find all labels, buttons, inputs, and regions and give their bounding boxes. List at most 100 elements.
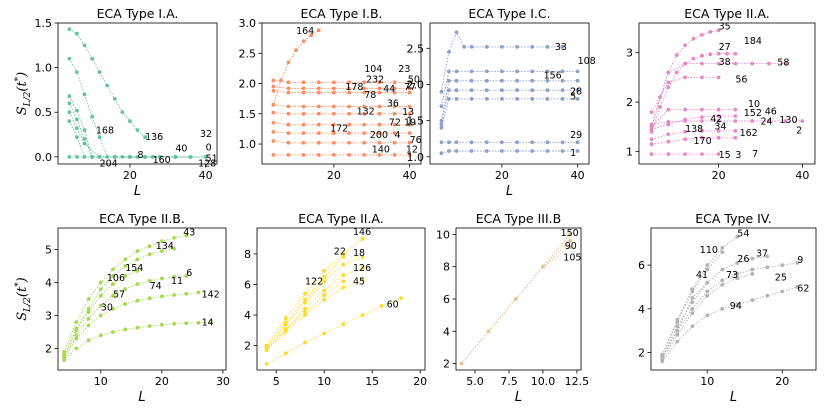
data-point	[454, 78, 459, 83]
x-tick-label: 40	[199, 169, 213, 182]
data-point	[454, 30, 459, 35]
data-point	[735, 272, 740, 276]
data-point	[301, 86, 306, 91]
series-line	[68, 103, 191, 158]
data-point	[111, 293, 115, 298]
data-point	[86, 297, 91, 301]
data-point	[700, 53, 704, 58]
data-point	[705, 293, 710, 298]
data-point	[439, 151, 444, 156]
data-point	[362, 122, 367, 127]
data-point	[172, 293, 177, 297]
data-point	[407, 80, 412, 85]
data-point	[301, 122, 306, 127]
data-point	[98, 293, 103, 298]
rule-label: 76	[410, 135, 422, 146]
data-point	[86, 323, 91, 328]
y-tick-label: 2	[638, 347, 645, 360]
chart-title: ECA Type I.A.	[97, 6, 179, 21]
data-point	[316, 104, 321, 109]
rule-label: 43	[183, 228, 195, 239]
data-point	[112, 97, 117, 101]
data-point	[545, 45, 550, 49]
rule-label: 37	[756, 248, 768, 259]
data-point	[462, 45, 466, 49]
data-point	[279, 78, 283, 83]
data-point	[377, 86, 382, 91]
data-point	[74, 336, 79, 341]
series-line	[68, 121, 176, 158]
data-point	[135, 325, 140, 330]
y-tick-label: 3.0	[239, 17, 257, 30]
data-point	[264, 362, 269, 366]
y-tick-label: 1.0	[35, 62, 53, 75]
rule-label: 10	[748, 99, 760, 110]
data-point	[86, 307, 91, 311]
data-point	[203, 155, 208, 159]
data-point	[332, 104, 336, 109]
data-point	[530, 45, 535, 49]
rule-label: 32	[200, 129, 212, 140]
rule-label: 142	[202, 289, 220, 300]
rule-label: 35	[719, 21, 731, 32]
rule-label: 36	[387, 99, 399, 110]
data-point	[86, 338, 91, 343]
data-point	[301, 111, 306, 116]
x-tick-label: 20	[155, 375, 169, 388]
data-point	[301, 131, 306, 136]
data-point	[515, 45, 519, 49]
data-point	[447, 78, 451, 83]
data-point	[530, 97, 535, 101]
series-136	[67, 56, 163, 159]
data-point	[447, 88, 451, 93]
rule-label: 18	[353, 248, 365, 259]
data-point	[392, 111, 397, 116]
data-point	[271, 153, 276, 157]
data-point	[316, 140, 321, 145]
data-point	[286, 80, 291, 85]
data-point	[111, 330, 115, 334]
data-point	[332, 111, 336, 116]
x-tick-label: 10	[317, 375, 331, 388]
series-line	[266, 238, 363, 346]
series-105	[459, 245, 572, 366]
data-point	[690, 324, 695, 329]
data-point	[765, 254, 770, 259]
data-point	[97, 155, 102, 159]
data-point	[716, 51, 721, 56]
x-tick-label: 10	[700, 375, 714, 388]
data-point	[560, 69, 565, 74]
data-point	[271, 84, 276, 89]
chart-title: ECA Type II.A.	[684, 6, 770, 21]
rule-label: 122	[305, 277, 323, 288]
y-tick-label: 1.5	[407, 115, 425, 128]
x-tick-label: 20	[712, 169, 726, 182]
data-point	[82, 141, 87, 146]
rule-label: 3	[735, 150, 741, 161]
data-point	[500, 88, 504, 93]
rule-label: 232	[366, 74, 384, 85]
plot-frame	[429, 22, 590, 165]
rule-label: 136	[145, 132, 163, 143]
data-point	[160, 294, 164, 299]
chart-title: ECA Type II.B.	[99, 211, 185, 226]
series-29	[439, 140, 580, 145]
chart-panel-5: ECA Type II.B. 10 20 30 2 3 4 5 L SL/2(t*) 43 134 15…	[14, 211, 230, 405]
chart-panel-6: ECA Type II.A. 5 10 15 20 2 4 6 8 146 22 18 126 122 45…	[244, 211, 427, 388]
data-point	[283, 316, 288, 320]
data-point	[294, 48, 298, 53]
chart-title: ECA Type III.B	[476, 211, 561, 226]
x-tick-label: 15	[365, 375, 379, 388]
rule-label: 4	[395, 130, 401, 141]
data-point	[795, 285, 800, 289]
data-point	[575, 88, 580, 93]
y-tick-label: 2	[626, 96, 633, 109]
data-point	[377, 131, 382, 136]
data-point	[286, 111, 291, 116]
data-point	[341, 262, 346, 267]
data-point	[98, 287, 103, 291]
series-line	[661, 255, 768, 358]
data-point	[500, 149, 504, 153]
data-point	[575, 69, 580, 74]
